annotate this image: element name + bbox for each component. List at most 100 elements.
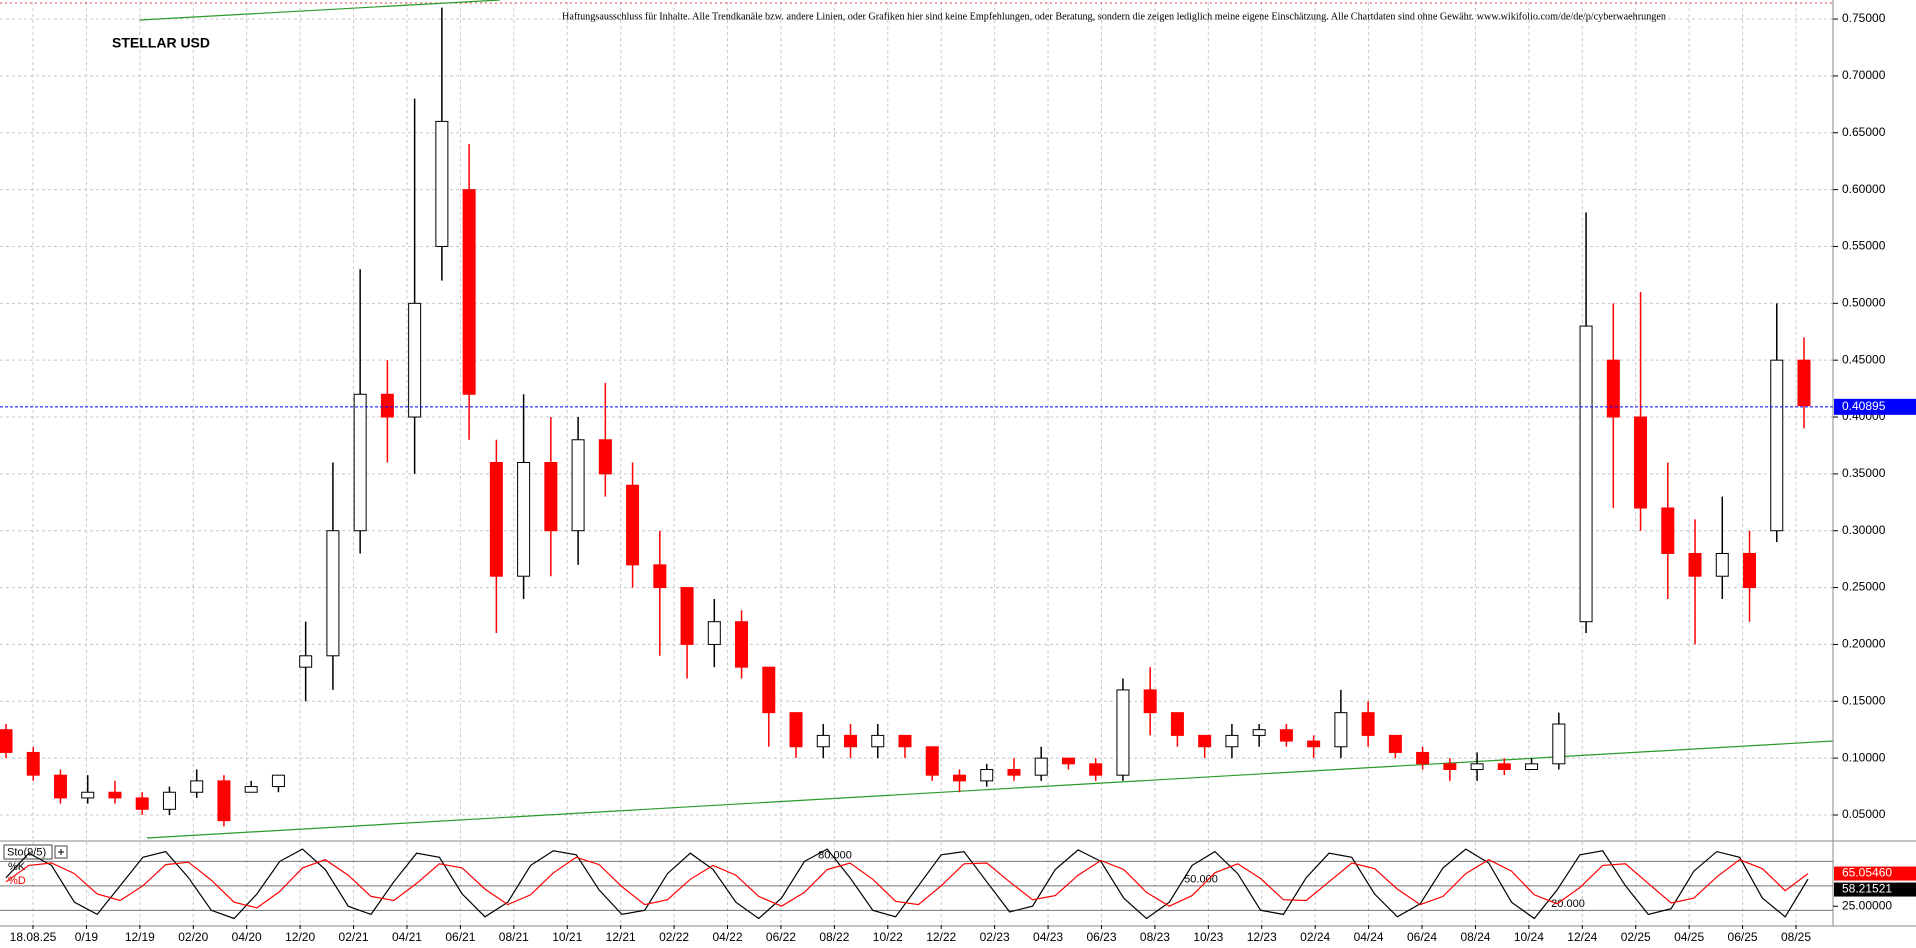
legend-k: %K [8, 861, 26, 873]
x-tick-label: 06/21 [445, 930, 475, 944]
last-value-label: 65.05460 [1842, 866, 1892, 880]
candle-body [517, 462, 531, 577]
candle-body [26, 751, 40, 776]
y-tick-label: 0.10000 [1842, 750, 1886, 764]
candle-body [217, 780, 231, 822]
x-tick-label: 12/24 [1567, 930, 1597, 944]
candle-body [1797, 359, 1811, 407]
y-tick-label: 0.50000 [1842, 295, 1886, 309]
candle-body [353, 393, 367, 532]
candle-body [1143, 689, 1157, 714]
candle-body [1170, 712, 1184, 736]
y-tick-label: 0.75000 [1842, 11, 1886, 25]
indicator-box[interactable] [3, 844, 53, 860]
candle-body [598, 439, 612, 475]
y-tick-label: 0.20000 [1842, 637, 1886, 651]
candle-body [789, 712, 803, 748]
x-tick-label: 0/19 [75, 930, 99, 944]
candle-body [271, 774, 285, 788]
candle-body [0, 729, 13, 753]
stochastic-line [5, 856, 1809, 909]
candle-body [380, 393, 394, 418]
chart-title: STELLAR USD [112, 35, 210, 51]
x-tick-label: 06/23 [1086, 930, 1116, 944]
candle-body [762, 666, 776, 714]
trend-line-upper [139, 0, 501, 21]
x-tick-label: 02/24 [1300, 930, 1330, 944]
last-value-box [1834, 866, 1916, 881]
candle-body [408, 302, 422, 418]
y-tick-label: 0.05000 [1842, 807, 1886, 821]
candle-body [1334, 712, 1348, 748]
x-tick-label: 04/24 [1354, 930, 1384, 944]
x-tick-label: 04/22 [712, 930, 742, 944]
candle-body [1470, 763, 1484, 771]
last-price-box [1834, 398, 1916, 415]
candles [0, 7, 1811, 827]
x-tick-label: 04/20 [232, 930, 262, 944]
x-tick-label: 04/23 [1033, 930, 1063, 944]
candle-body [326, 530, 340, 657]
candle-body [735, 621, 749, 668]
x-tick-label: 04/25 [1674, 930, 1704, 944]
candle-body [162, 791, 176, 810]
x-tick-label: 02/25 [1621, 930, 1651, 944]
candle-body [680, 587, 694, 645]
candle-body [844, 734, 858, 748]
level-label: 80.000 [818, 849, 852, 861]
candle-body [898, 734, 912, 748]
candle-body [626, 484, 640, 566]
candle-body [1579, 325, 1593, 623]
level-label: 20.000 [1551, 898, 1585, 910]
x-tick-label: 12/21 [606, 930, 636, 944]
x-tick-label: 08/24 [1460, 930, 1490, 944]
y-tick-label: 0.15000 [1842, 693, 1886, 707]
candle-body [489, 462, 503, 577]
candle-body [1525, 763, 1539, 771]
candle-body [1361, 712, 1375, 736]
candle-body [925, 746, 939, 776]
candle-body [299, 655, 313, 668]
candle-body [544, 462, 558, 532]
candle-body [1034, 757, 1048, 776]
x-tick-label: 12/22 [926, 930, 956, 944]
x-tick-label: 12/19 [125, 930, 155, 944]
last-value-box [1834, 882, 1916, 897]
candle-body [952, 774, 966, 782]
candle-body [653, 564, 667, 589]
candle-body [1606, 359, 1620, 418]
y-tick-label: 0.45000 [1842, 352, 1886, 366]
candle-body [1743, 552, 1757, 589]
y-tick-label: 0.25000 [1842, 580, 1886, 594]
x-tick-label: 02/21 [339, 930, 369, 944]
candle-body [1198, 734, 1212, 748]
x-tick-label: 08/21 [499, 930, 529, 944]
y-tick-label: 0.60000 [1842, 182, 1886, 196]
candle-body [1225, 734, 1239, 748]
y-tick-label: 0.55000 [1842, 239, 1886, 253]
candle-body [435, 120, 449, 247]
x-tick-label: 06/24 [1407, 930, 1437, 944]
candle-body [462, 189, 476, 395]
x-tick-label: 04/21 [392, 930, 422, 944]
x-tick-label: 08/23 [1140, 930, 1170, 944]
x-tick-label: 06/22 [766, 930, 796, 944]
candle-body [980, 769, 994, 782]
y-tick-label: 0.35000 [1842, 466, 1886, 480]
candle-body [53, 774, 67, 799]
y-tick-label: 0.30000 [1842, 523, 1886, 537]
candle-body [108, 791, 122, 799]
candle-body [1688, 552, 1702, 577]
candle-body [190, 780, 204, 793]
candle-body [1279, 729, 1293, 742]
x-tick-label: 02/20 [178, 930, 208, 944]
candle-body [1552, 723, 1566, 765]
x-tick-label: 18.08.25 [10, 930, 57, 944]
x-tick-label: 08/25 [1781, 930, 1811, 944]
x-tick-label: 10/24 [1514, 930, 1544, 944]
candle-body [1116, 689, 1130, 776]
candle-body [1061, 757, 1075, 765]
x-tick-label: 08/22 [819, 930, 849, 944]
indicator-name: Sto(9/5) [7, 846, 46, 858]
